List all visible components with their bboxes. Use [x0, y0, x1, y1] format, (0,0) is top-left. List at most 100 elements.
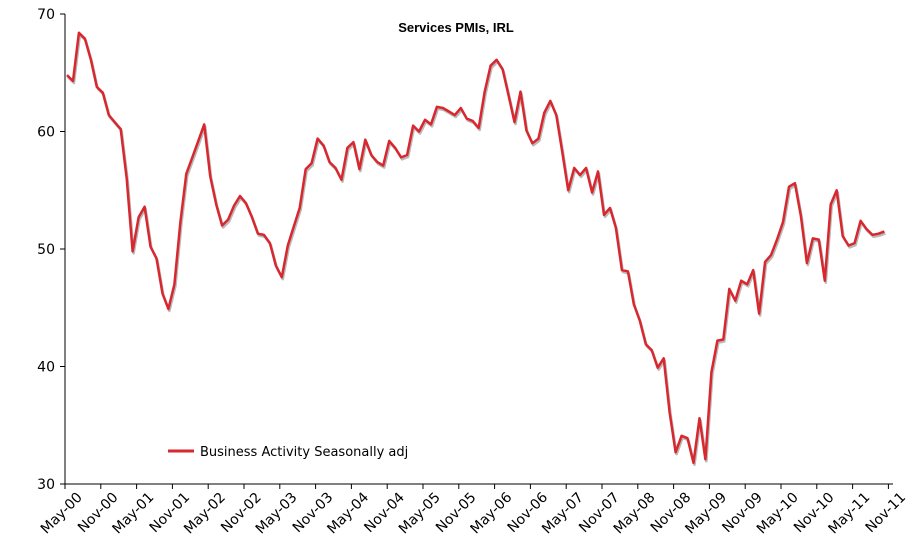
chart-title: Services PMIs, IRL — [398, 20, 514, 35]
data-point — [615, 227, 617, 229]
data-point — [842, 235, 844, 237]
data-point — [323, 145, 325, 147]
data-point — [335, 167, 337, 169]
data-point — [221, 225, 223, 227]
data-point — [675, 451, 677, 453]
data-point — [788, 186, 790, 188]
data-point — [382, 165, 384, 167]
data-point — [120, 128, 122, 130]
y-tick-label: 70 — [37, 7, 55, 23]
data-point — [108, 114, 110, 116]
data-point — [585, 167, 587, 169]
data-point — [579, 174, 581, 176]
x-tick-label: May-00 — [38, 490, 86, 538]
data-point — [490, 65, 492, 67]
data-point — [806, 262, 808, 264]
data-point — [537, 138, 539, 140]
data-point — [197, 140, 199, 142]
data-point — [472, 120, 474, 122]
data-point — [144, 206, 146, 208]
data-point — [633, 303, 635, 305]
data-point — [818, 239, 820, 241]
data-point — [96, 86, 98, 88]
data-point — [448, 111, 450, 113]
data-point — [150, 246, 152, 248]
data-point — [454, 114, 456, 116]
data-point — [215, 203, 217, 205]
data-point — [824, 280, 826, 282]
data-point — [496, 59, 498, 61]
data-point — [281, 276, 283, 278]
data-point — [573, 167, 575, 169]
data-point — [710, 371, 712, 373]
data-point — [693, 462, 695, 464]
data-point — [460, 107, 462, 109]
data-point — [406, 154, 408, 156]
data-point — [561, 151, 563, 153]
data-point — [466, 118, 468, 120]
data-point — [860, 220, 862, 222]
data-point — [257, 233, 259, 235]
y-tick-label: 50 — [37, 242, 55, 258]
data-point — [233, 205, 235, 207]
data-point — [167, 308, 169, 310]
data-point — [227, 219, 229, 221]
data-point — [878, 233, 880, 235]
data-point — [752, 269, 754, 271]
data-point — [191, 156, 193, 158]
data-point — [639, 320, 641, 322]
data-point — [293, 226, 295, 228]
x-tick-label: Nov-11 — [863, 490, 910, 537]
data-point — [394, 147, 396, 149]
data-point — [657, 367, 659, 369]
data-point — [418, 131, 420, 133]
data-point — [645, 343, 647, 345]
data-point — [555, 114, 557, 116]
data-point — [776, 239, 778, 241]
data-point — [812, 237, 814, 239]
data-point — [352, 141, 354, 143]
data-point — [114, 121, 116, 123]
data-point — [78, 32, 80, 34]
series-group — [66, 31, 886, 467]
data-point — [388, 140, 390, 142]
data-point — [651, 349, 653, 351]
data-point — [478, 127, 480, 129]
data-point — [370, 154, 372, 156]
data-point — [883, 230, 885, 232]
data-point — [72, 80, 74, 82]
data-point — [782, 221, 784, 223]
data-point — [758, 313, 760, 315]
data-point — [376, 161, 378, 163]
data-point — [591, 192, 593, 194]
data-point — [400, 156, 402, 158]
data-point — [764, 261, 766, 263]
data-point — [132, 250, 134, 252]
data-point — [531, 142, 533, 144]
data-point — [162, 293, 164, 295]
data-point — [734, 300, 736, 302]
data-point — [430, 123, 432, 125]
data-point — [84, 38, 86, 40]
data-point — [358, 168, 360, 170]
data-point — [621, 269, 623, 271]
data-point — [263, 234, 265, 236]
data-point — [209, 175, 211, 177]
data-point — [746, 283, 748, 285]
data-point — [704, 458, 706, 460]
data-point — [341, 179, 343, 181]
data-point — [317, 138, 319, 140]
data-point — [740, 280, 742, 282]
data-point — [424, 119, 426, 121]
data-point — [90, 59, 92, 61]
data-point — [239, 195, 241, 197]
data-point — [722, 339, 724, 341]
data-point — [364, 139, 366, 141]
data-point — [794, 182, 796, 184]
data-point — [609, 207, 611, 209]
data-point — [311, 162, 313, 164]
data-point — [185, 173, 187, 175]
data-point — [442, 107, 444, 109]
data-point — [138, 216, 140, 218]
data-point — [543, 112, 545, 114]
